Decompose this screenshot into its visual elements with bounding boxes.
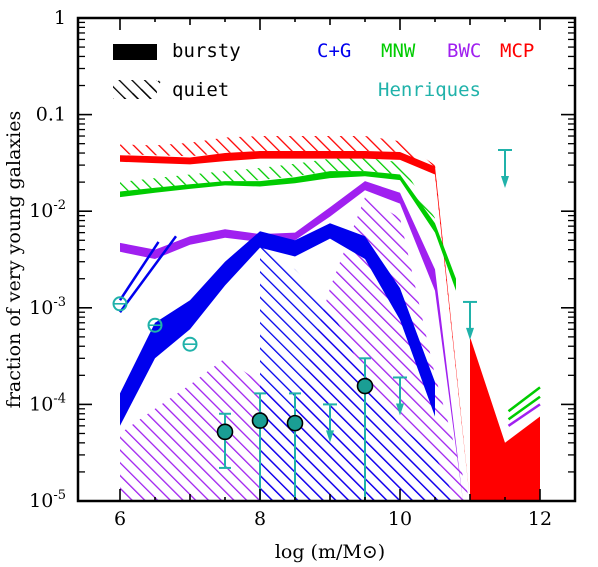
- quiet-line-mnw: [507, 395, 541, 421]
- henriques-point: [356, 377, 374, 395]
- y-tick-label: 10-3: [29, 295, 66, 319]
- y-tick-label: 10-5: [29, 488, 66, 512]
- band-mnw-quiet: [120, 157, 435, 230]
- henriques-point: [286, 414, 304, 432]
- legend-henriques: Henriques: [378, 79, 481, 101]
- plot-frame: [76, 16, 577, 503]
- quiet-line-bwc: [507, 403, 541, 427]
- upper-limit-arrow-icon: [326, 430, 334, 443]
- legend-model-mcp: MCP: [500, 40, 534, 62]
- legend-model-bwc: BWC: [447, 40, 481, 62]
- legend-label-bursty: bursty: [172, 40, 241, 62]
- legend-model-cg: C+G: [317, 40, 351, 62]
- x-tick-label: 8: [254, 508, 266, 530]
- upper-limit-arrow-icon: [396, 403, 404, 416]
- henriques-layer: [112, 149, 512, 501]
- quiet-line-cg: [118, 241, 160, 301]
- y-tick-label: 0.1: [36, 104, 66, 126]
- upper-limit-arrow-icon: [501, 176, 509, 189]
- quiet-line-mnw: [507, 386, 541, 413]
- x-tick-label: 6: [114, 508, 126, 530]
- y-tick-label: 10-4: [29, 391, 66, 415]
- y-axis-label: fraction of very young galaxies: [3, 111, 25, 408]
- legend-model-mnw: MNW: [381, 40, 416, 62]
- y-tick-label: 1: [54, 7, 66, 29]
- y-tick-label: 10-2: [29, 198, 66, 222]
- x-tick-label: 10: [388, 508, 412, 530]
- band-mcp-bursty: [470, 336, 540, 501]
- plot-data-layer: [118, 136, 541, 501]
- x-tick-label: 12: [528, 508, 552, 530]
- quiet-line-cg: [118, 235, 178, 313]
- legend: bursty quiet C+G MNW BWC MCP Henriques: [113, 40, 534, 101]
- x-axis-label: log (m/M⊙): [275, 541, 385, 563]
- legend-swatch-quiet-fill: [113, 80, 157, 99]
- legend-swatch-bursty: [113, 44, 157, 60]
- band-cg-bursty: [120, 223, 435, 426]
- henriques-point: [216, 423, 234, 441]
- axes-layer: 6 8 10 12 1 0.1 10-2 10-3 10-4 10-5 log (m/M⊙) frac…: [3, 7, 575, 563]
- upper-limit-arrow-icon: [466, 327, 474, 340]
- henriques-point: [251, 412, 269, 429]
- legend-label-quiet: quiet: [172, 79, 229, 101]
- band-cg-quiet: [260, 244, 456, 501]
